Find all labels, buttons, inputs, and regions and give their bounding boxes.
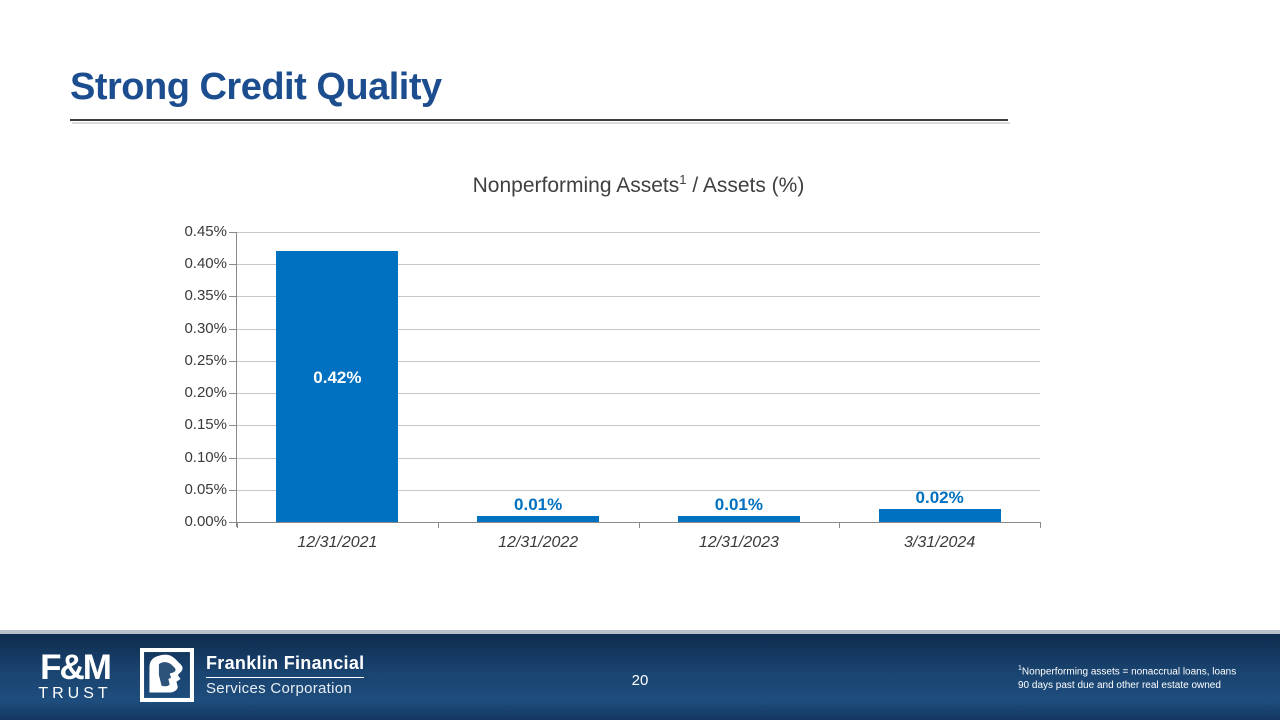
y-axis-tick [229, 360, 236, 362]
y-tick-label: 0.25% [184, 351, 227, 369]
franklin-financial-logo: Franklin Financial Services Corporation [140, 648, 364, 702]
fm-trust-logo: F&M TRUST [30, 648, 120, 702]
y-tick-label: 0.00% [184, 513, 227, 530]
y-axis-tick [229, 232, 236, 233]
y-axis-tick [229, 296, 236, 298]
bar [477, 515, 600, 522]
x-axis-tick [237, 523, 238, 528]
y-axis-tick [229, 425, 236, 427]
gridline [237, 489, 1040, 491]
y-tick-label: 0.05% [184, 480, 227, 498]
footnote-line1-text: Nonperforming assets = nonaccrual loans,… [1021, 666, 1237, 678]
bar-value-label: 0.42% [313, 367, 362, 387]
y-axis-tick [229, 393, 236, 395]
y-tick-label: 0.45% [184, 223, 227, 240]
bar-value-label: 0.01% [714, 494, 763, 514]
fm-trust-logo-text: F&M [40, 648, 112, 687]
footnote-line1: 1Nonperforming assets = nonaccrual loans… [1018, 662, 1238, 679]
franklin-logo-name: Franklin Financial [206, 653, 365, 673]
x-tick-label: 12/31/2023 [698, 534, 779, 551]
gridline [237, 425, 1040, 427]
chart-title-superscript: 1 [679, 172, 687, 187]
bar [276, 251, 399, 522]
x-axis-tick [1040, 523, 1041, 528]
y-tick-label: 0.40% [184, 255, 227, 273]
gridline [237, 457, 1040, 459]
footer: F&M TRUST Franklin Financial Services Co… [0, 630, 1280, 720]
footnote: 1Nonperforming assets = nonaccrual loans… [1018, 662, 1238, 693]
y-tick-label: 0.10% [184, 448, 227, 466]
bar [878, 509, 1001, 522]
gridline [237, 296, 1040, 298]
chart-title: Nonperforming Assets1 / Assets (%) [237, 172, 1040, 198]
gridline [237, 393, 1040, 395]
footer-band: F&M TRUST Franklin Financial Services Co… [0, 634, 1280, 720]
bar-value-label: 0.01% [514, 494, 563, 514]
gridline [237, 328, 1040, 330]
x-axis [236, 522, 1041, 523]
title-underline [70, 119, 1008, 121]
y-tick-label: 0.20% [184, 384, 227, 402]
x-tick-label: 12/31/2022 [498, 534, 579, 551]
footer-top-strip [0, 630, 1280, 634]
y-axis [236, 232, 237, 527]
title-underline-shadow [72, 122, 1010, 124]
gridline [237, 232, 1040, 233]
y-axis-tick [229, 328, 236, 330]
chart-title-tail: / Assets (%) [686, 174, 805, 197]
chart-title-main: Nonperforming Assets [472, 174, 680, 197]
franklin-logo-text: Franklin Financial Services Corporation [206, 653, 364, 697]
x-axis-tick [638, 523, 640, 528]
franklin-logo-divider [206, 677, 364, 678]
footnote-line2: 90 days past due and other real estate o… [1018, 680, 1221, 692]
slide-title: Strong Credit Quality [70, 66, 442, 108]
franklin-logo-subname: Services Corporation [206, 680, 353, 697]
gridline [237, 264, 1040, 266]
gridline [237, 360, 1040, 362]
x-axis-tick [839, 523, 841, 528]
y-axis-tick [229, 457, 236, 459]
y-axis-tick [229, 489, 236, 491]
footnote-superscript: 1 [1018, 665, 1022, 672]
x-axis-tick [437, 523, 439, 528]
page-number: 20 [631, 672, 649, 689]
franklin-portrait-icon [140, 648, 194, 702]
y-tick-label: 0.35% [184, 287, 227, 305]
y-axis-tick [229, 264, 236, 266]
y-tick-label: 0.15% [184, 416, 227, 434]
x-tick-label: 3/31/2024 [904, 534, 976, 551]
y-tick-label: 0.30% [184, 319, 227, 337]
plot-area: 0.00% 0.05% 0.10% 0.15% 0.20% 0.25% 0.30% 0.35%… [184, 223, 1041, 551]
fm-trust-logo-trust-text: TRUST [38, 685, 112, 702]
x-tick-label: 12/31/2021 [297, 534, 378, 551]
y-axis-tick [229, 522, 236, 523]
bar-value-label: 0.02% [915, 488, 964, 508]
bar [677, 515, 800, 522]
